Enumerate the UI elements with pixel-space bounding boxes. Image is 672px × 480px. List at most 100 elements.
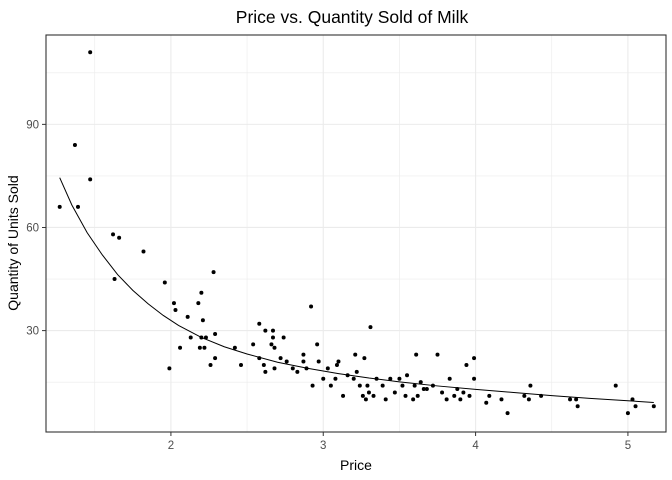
- data-point: [345, 373, 350, 378]
- data-point: [203, 335, 208, 340]
- data-point: [112, 277, 117, 282]
- data-point: [301, 352, 306, 357]
- data-point: [178, 345, 183, 350]
- data-point: [75, 204, 80, 209]
- data-point: [263, 369, 268, 374]
- data-point: [304, 366, 309, 371]
- data-point: [351, 376, 356, 381]
- data-point: [472, 376, 477, 381]
- data-point: [278, 356, 283, 361]
- data-point: [232, 345, 237, 350]
- data-point: [334, 362, 339, 367]
- data-point: [171, 301, 176, 306]
- data-point: [458, 397, 463, 402]
- data-point: [257, 321, 262, 326]
- data-point: [421, 387, 426, 392]
- data-point: [568, 397, 573, 402]
- chart-title: Price vs. Quantity Sold of Milk: [236, 7, 469, 27]
- data-point: [213, 356, 218, 361]
- data-point: [464, 362, 469, 367]
- data-point: [447, 376, 452, 381]
- data-point: [360, 393, 365, 398]
- data-point: [141, 249, 146, 254]
- data-point: [199, 290, 204, 295]
- data-point: [117, 235, 122, 240]
- data-point: [111, 232, 116, 237]
- data-point: [270, 335, 275, 340]
- x-axis-ticks: 2 3 4 5: [168, 432, 631, 452]
- data-point: [333, 376, 338, 381]
- data-point: [362, 356, 367, 361]
- y-tick-label: 90: [26, 119, 39, 131]
- data-point: [380, 383, 385, 388]
- y-tick-label: 60: [26, 222, 39, 234]
- data-point: [461, 390, 466, 395]
- data-point: [651, 404, 656, 409]
- data-point: [467, 393, 472, 398]
- data-point: [452, 393, 457, 398]
- data-point: [199, 335, 204, 340]
- data-point: [328, 383, 333, 388]
- data-point: [238, 362, 243, 367]
- data-point: [269, 342, 274, 347]
- data-point: [341, 393, 346, 398]
- data-point: [575, 404, 580, 409]
- data-point: [440, 390, 445, 395]
- data-point: [301, 359, 306, 364]
- data-point: [388, 376, 393, 381]
- data-point: [290, 366, 295, 371]
- data-point: [208, 362, 213, 367]
- data-point: [613, 383, 618, 388]
- data-point: [487, 393, 492, 398]
- data-point: [363, 397, 368, 402]
- data-point: [528, 383, 533, 388]
- data-point: [368, 325, 373, 330]
- data-point: [412, 383, 417, 388]
- data-point: [405, 373, 410, 378]
- data-point: [272, 345, 277, 350]
- data-point: [57, 204, 62, 209]
- data-point: [392, 390, 397, 395]
- data-point: [484, 400, 489, 405]
- data-point: [424, 387, 429, 392]
- data-point: [196, 301, 201, 306]
- data-point: [411, 397, 416, 402]
- data-point: [200, 318, 205, 323]
- data-point: [315, 342, 320, 347]
- data-point: [316, 359, 321, 364]
- data-point: [444, 397, 449, 402]
- data-point: [397, 376, 402, 381]
- data-point: [188, 335, 193, 340]
- data-point: [263, 328, 268, 333]
- data-point: [270, 328, 275, 333]
- data-point: [374, 376, 379, 381]
- data-point: [295, 369, 300, 374]
- data-point: [415, 393, 420, 398]
- grid-lines: [46, 35, 666, 432]
- data-point: [630, 397, 635, 402]
- data-point: [539, 393, 544, 398]
- data-point: [251, 342, 256, 347]
- data-point: [400, 383, 405, 388]
- data-point: [88, 50, 93, 55]
- data-point: [403, 393, 408, 398]
- x-tick-label: 3: [320, 440, 326, 452]
- y-axis-ticks: 30 60 90: [26, 119, 46, 338]
- data-point: [310, 383, 315, 388]
- data-point: [309, 304, 314, 309]
- y-axis-title: Quantity of Units Sold: [5, 175, 21, 310]
- trend-line: [59, 177, 654, 403]
- data-point: [167, 366, 172, 371]
- data-point: [365, 383, 370, 388]
- data-point: [357, 383, 362, 388]
- data-point: [472, 356, 477, 361]
- panel-border: [45, 34, 667, 433]
- y-tick-label: 30: [26, 326, 39, 338]
- trend-line-layer: [59, 177, 654, 403]
- data-point: [505, 411, 510, 416]
- data-point: [173, 307, 178, 312]
- data-point: [522, 393, 527, 398]
- data-point: [633, 404, 638, 409]
- data-point: [202, 345, 207, 350]
